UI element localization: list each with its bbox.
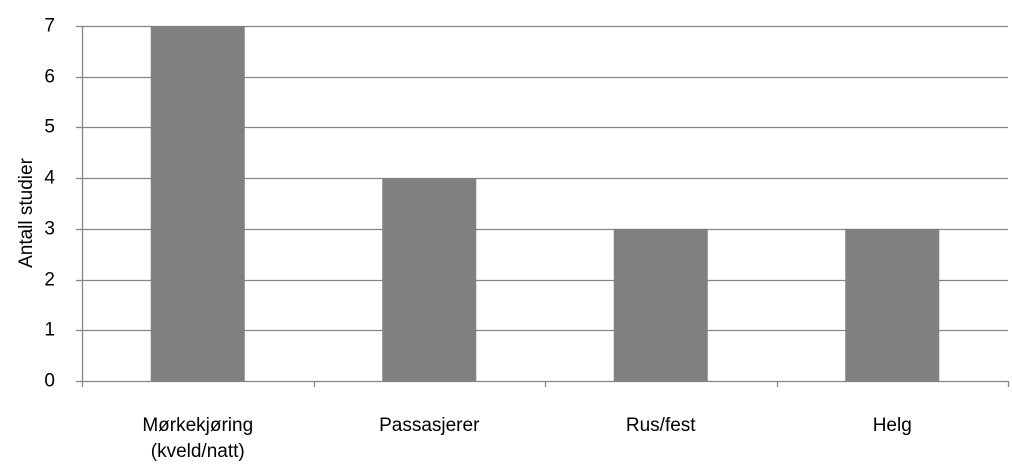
x-tick-label: Mørkekjøring (kveld/natt) [142,415,253,462]
y-tick-label: 6 [44,67,55,88]
x-tick-label: Passasjerer [379,415,480,436]
y-axis-title: Antall studier [16,157,37,268]
y-tick-label: 0 [44,371,55,392]
y-tick-label: 3 [44,219,55,240]
x-tick-label: Rus/fest [626,415,696,436]
y-tick-label: 5 [44,117,55,138]
bar [382,178,477,381]
x-tick-label: Helg [873,415,912,436]
y-tick-labels: 0 1 2 3 4 5 6 7 [44,16,55,392]
y-tick-label: 4 [44,168,55,189]
bar [613,228,708,381]
bar [150,26,245,381]
bar [845,228,940,381]
axes [76,25,1010,387]
y-tick-label: 2 [44,270,55,291]
x-tick-labels: Mørkekjøring (kveld/natt) Passasjerer Rus/f… [142,415,911,462]
bars [150,26,940,381]
y-tick-label: 1 [44,320,55,341]
y-tick-label: 7 [44,16,55,37]
